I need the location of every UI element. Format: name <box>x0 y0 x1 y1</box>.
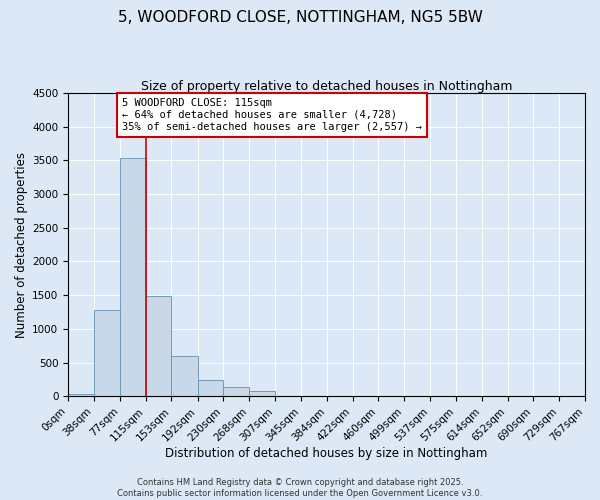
X-axis label: Distribution of detached houses by size in Nottingham: Distribution of detached houses by size … <box>166 447 488 460</box>
Bar <box>68 394 94 396</box>
Text: 5 WOODFORD CLOSE: 115sqm
← 64% of detached houses are smaller (4,728)
35% of sem: 5 WOODFORD CLOSE: 115sqm ← 64% of detach… <box>122 98 422 132</box>
Title: Size of property relative to detached houses in Nottingham: Size of property relative to detached ho… <box>141 80 512 93</box>
Bar <box>146 296 171 396</box>
Bar <box>249 391 275 396</box>
Bar <box>197 380 223 396</box>
Text: Contains HM Land Registry data © Crown copyright and database right 2025.
Contai: Contains HM Land Registry data © Crown c… <box>118 478 482 498</box>
Y-axis label: Number of detached properties: Number of detached properties <box>15 152 28 338</box>
Bar <box>171 356 197 397</box>
Bar <box>120 158 146 396</box>
Text: 5, WOODFORD CLOSE, NOTTINGHAM, NG5 5BW: 5, WOODFORD CLOSE, NOTTINGHAM, NG5 5BW <box>118 10 482 25</box>
Bar <box>223 388 249 396</box>
Bar <box>94 310 120 396</box>
